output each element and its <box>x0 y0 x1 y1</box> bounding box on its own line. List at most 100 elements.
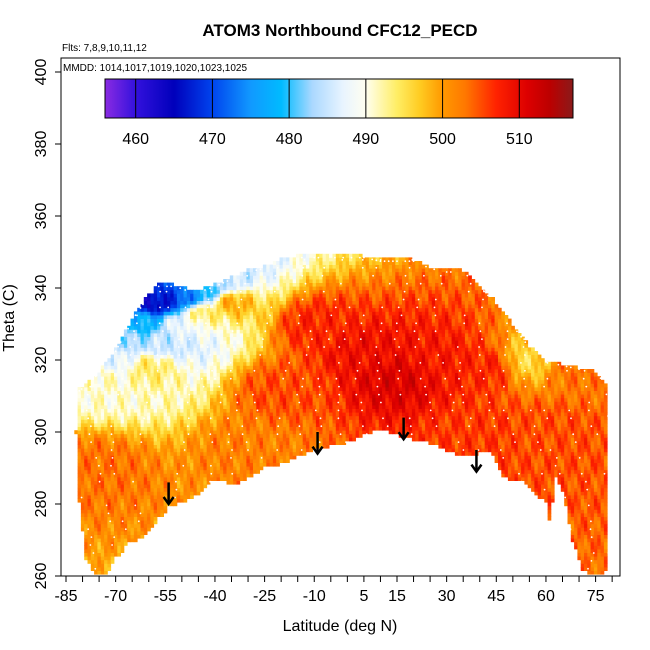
heatmap-cell <box>269 372 274 377</box>
heatmap-cell <box>84 473 88 478</box>
heatmap-cell <box>200 311 204 316</box>
heatmap-cell <box>120 365 125 370</box>
heatmap-cell <box>282 369 287 373</box>
heatmap-cell <box>130 361 135 366</box>
heatmap-cell <box>329 433 333 438</box>
heatmap-cell <box>133 505 138 510</box>
heatmap-cell <box>114 505 118 510</box>
heatmap-cell <box>120 545 125 550</box>
heatmap-cell <box>110 379 115 384</box>
heatmap-cell <box>296 264 300 269</box>
heatmap-cell <box>306 390 310 395</box>
heatmap-cell <box>249 289 254 294</box>
heatmap-cell <box>282 444 287 449</box>
heatmap-cell <box>84 383 88 388</box>
heatmap-cell <box>143 523 148 528</box>
heatmap-cell <box>127 509 131 514</box>
heatmap-cell <box>90 527 95 532</box>
heatmap-cell <box>163 329 168 334</box>
heatmap-cell <box>104 531 108 535</box>
heatmap-cell <box>269 351 274 355</box>
heatmap-cell <box>150 480 155 485</box>
heatmap-cell <box>243 372 247 377</box>
heatmap-cell <box>219 340 224 345</box>
heatmap-cell <box>325 437 330 442</box>
heatmap-cell <box>319 408 323 413</box>
heatmap-cell <box>345 343 350 348</box>
heatmap-cell <box>143 379 148 384</box>
heatmap-cell <box>282 322 287 327</box>
heatmap-cell <box>130 484 135 489</box>
heatmap-cell <box>97 495 102 499</box>
heatmap-cell <box>256 437 260 442</box>
heatmap-cell <box>339 300 343 305</box>
heatmap-cell <box>269 275 274 280</box>
heatmap-cell <box>229 451 234 456</box>
heatmap-cell <box>180 300 184 305</box>
heatmap-cell <box>272 448 277 453</box>
heatmap-cell <box>186 369 191 373</box>
heatmap-cell <box>262 311 267 316</box>
heatmap-cell <box>355 271 360 276</box>
heatmap-cell <box>203 462 208 467</box>
heatmap-cell <box>104 534 108 539</box>
heatmap-cell <box>186 473 191 478</box>
heatmap-cell <box>123 361 128 366</box>
heatmap-cell <box>223 394 227 399</box>
heatmap-cell <box>289 437 294 442</box>
heatmap-cell <box>210 405 214 409</box>
heatmap-cell <box>190 426 194 431</box>
heatmap-cell <box>332 354 337 359</box>
heatmap-cell <box>153 502 158 507</box>
heatmap-cell <box>315 408 320 413</box>
heatmap-cell <box>362 430 366 435</box>
heatmap-cell <box>87 531 92 535</box>
heatmap-cell <box>133 444 138 449</box>
heatmap-cell <box>127 412 131 417</box>
heatmap-cell <box>117 408 121 413</box>
heatmap-cell <box>90 437 95 442</box>
heatmap-cell <box>365 390 370 395</box>
heatmap-cell <box>266 451 270 456</box>
heatmap-cell <box>296 275 300 280</box>
heatmap-cell <box>289 376 294 381</box>
heatmap-cell <box>176 318 181 323</box>
heatmap-cell <box>355 264 360 269</box>
heatmap-cell <box>127 448 131 453</box>
heatmap-cell <box>246 300 251 305</box>
heatmap-cell <box>345 412 350 417</box>
heatmap-cell <box>262 358 267 363</box>
heatmap-cell <box>216 387 221 391</box>
heatmap-cell <box>77 415 82 420</box>
heatmap-cell <box>97 570 102 575</box>
heatmap-cell <box>133 351 138 355</box>
heatmap-cell <box>170 354 174 359</box>
heatmap-cell <box>183 329 188 334</box>
heatmap-cell <box>253 451 257 456</box>
heatmap-cell <box>120 433 125 438</box>
heatmap-cell <box>249 473 254 478</box>
heatmap-cell <box>335 307 340 312</box>
heatmap-cell <box>345 304 350 309</box>
heatmap-cell <box>349 361 353 366</box>
heatmap-cell <box>157 361 161 366</box>
heatmap-cell <box>216 351 221 355</box>
heatmap-cell <box>140 437 145 442</box>
heatmap-cell <box>190 412 194 417</box>
heatmap-cell <box>289 336 294 341</box>
heatmap-cell <box>190 495 194 499</box>
heatmap-cell <box>276 304 280 309</box>
heatmap-cell <box>223 408 227 413</box>
heatmap-cell <box>150 315 155 319</box>
heatmap-cell <box>289 343 294 348</box>
heatmap-cell <box>246 336 251 341</box>
heatmap-cell <box>176 297 181 301</box>
heatmap-cell <box>249 372 254 377</box>
heatmap-cell <box>362 387 366 391</box>
heatmap-cell <box>127 405 131 409</box>
heatmap-cell <box>80 505 85 510</box>
heatmap-cell <box>176 419 181 424</box>
heatmap-cell <box>193 351 198 355</box>
heatmap-cell <box>77 495 82 499</box>
heatmap-cell <box>229 275 234 280</box>
